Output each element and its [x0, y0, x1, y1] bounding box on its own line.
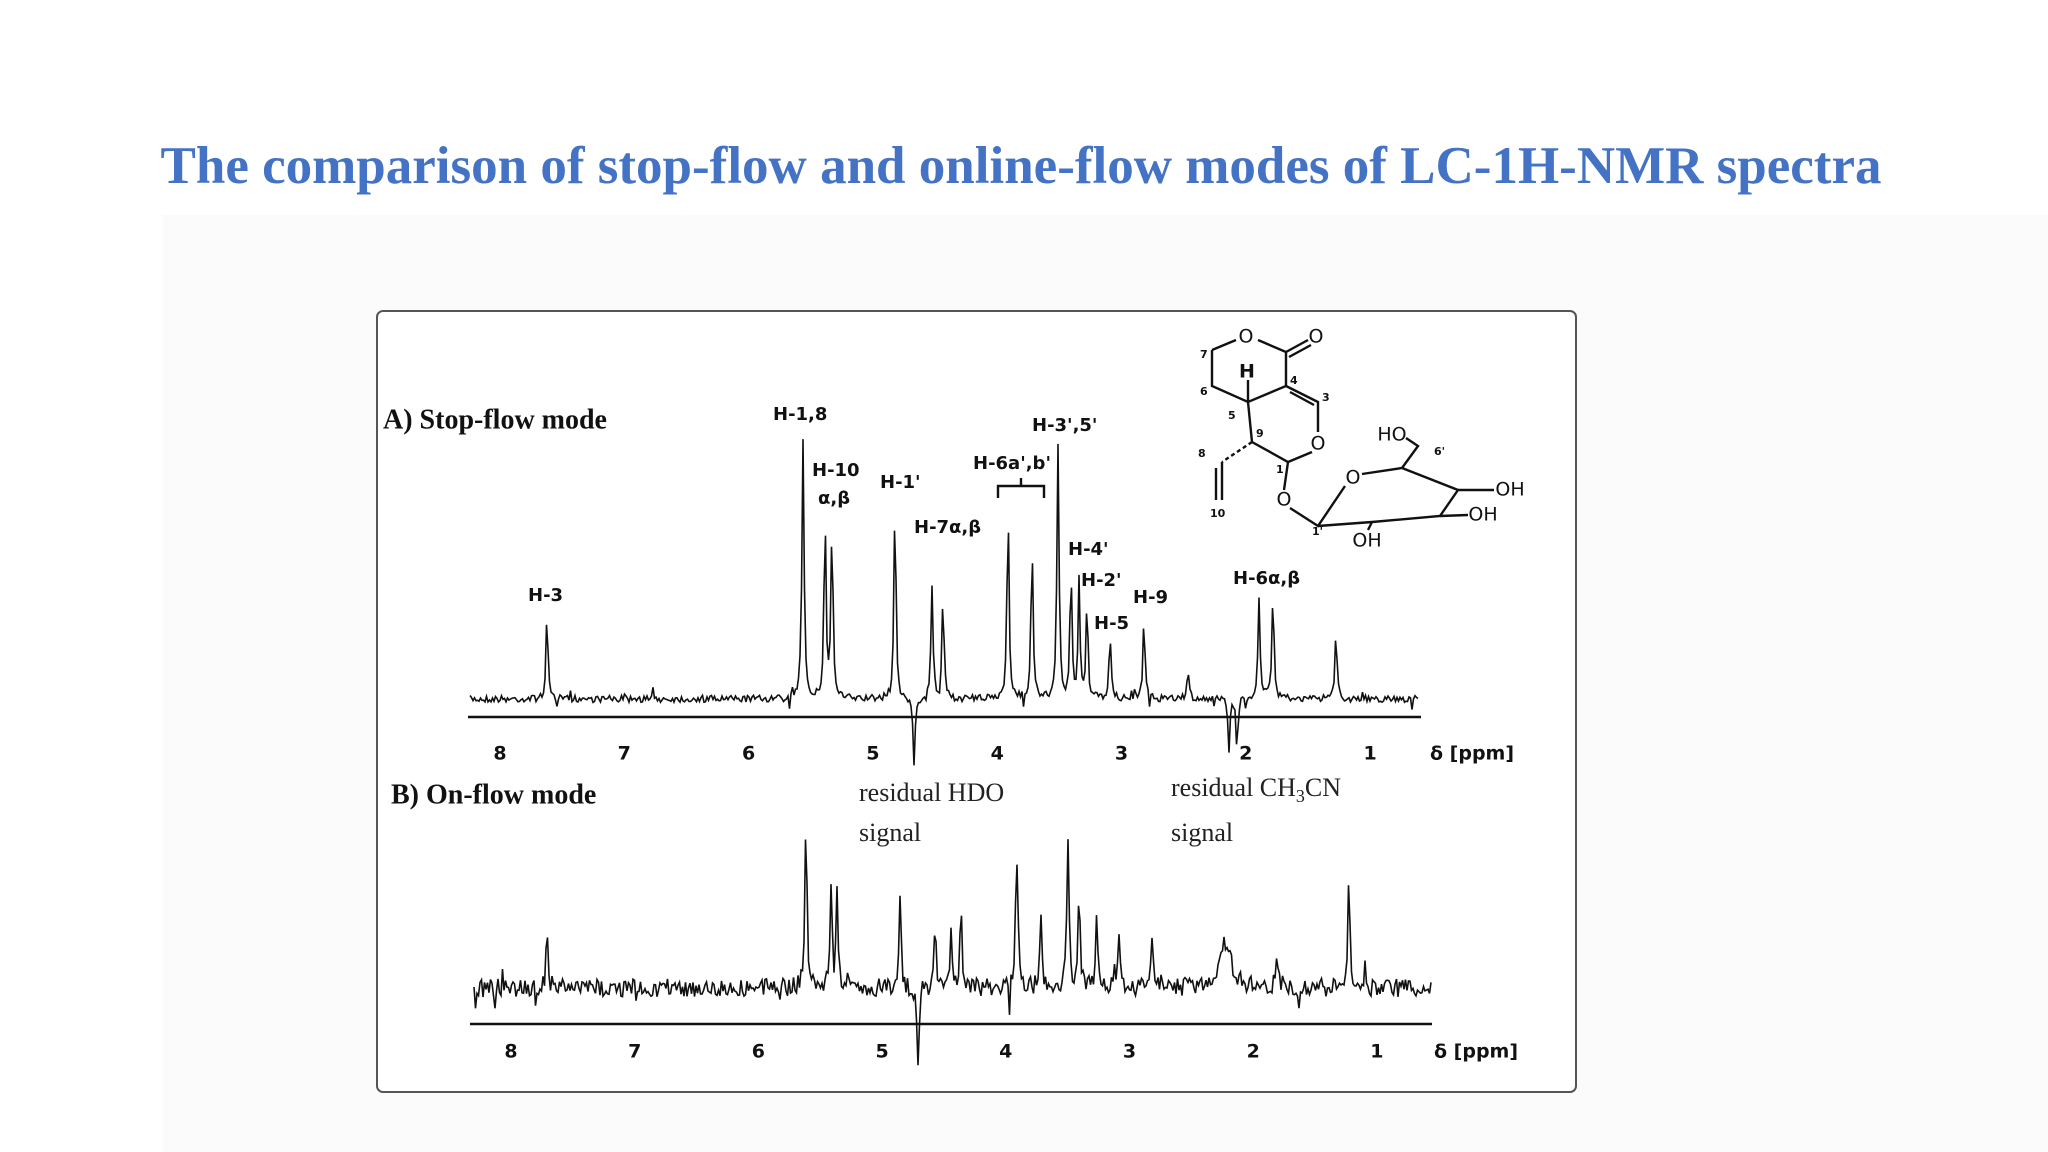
- panel-label: B) On-flow mode: [391, 779, 596, 810]
- panel-label: A) Stop-flow mode: [383, 404, 607, 435]
- slide-title: The comparison of stop-flow and online-f…: [161, 137, 1882, 195]
- tick-label: 5: [866, 743, 879, 765]
- bond: [1285, 338, 1312, 359]
- atom-number: 3: [1322, 391, 1330, 404]
- tick-label: 3: [1115, 743, 1128, 765]
- atom-label: O: [1309, 326, 1324, 348]
- bond: [1210, 338, 1288, 404]
- axis-ticks: 8 7 6 5 4 3 2 1: [504, 1041, 1383, 1063]
- peak-label: H-9: [1133, 587, 1168, 608]
- atom-label: OH: [1352, 530, 1381, 552]
- annotation: signal: [859, 818, 921, 847]
- atom-label: O: [1277, 489, 1292, 511]
- axis-ticks: 8 7 6 5 4 3 2 1: [493, 743, 1376, 765]
- tick-label: 7: [618, 743, 631, 765]
- bond: [1282, 461, 1460, 528]
- atom-label: H: [1239, 361, 1255, 383]
- tick-label: 7: [628, 1041, 641, 1063]
- tick-label: 1: [1370, 1041, 1383, 1063]
- atom-label: O: [1346, 467, 1361, 489]
- figure: A) Stop-flow mode B) On-flow mode 8 7 6 5 4 3…: [383, 326, 1525, 1066]
- atom-number: 6': [1434, 445, 1445, 458]
- tick-label: 8: [493, 743, 506, 765]
- atom-label: O: [1239, 326, 1254, 348]
- peak-label: H-3',5': [1032, 415, 1097, 436]
- figure-frame: [376, 310, 1577, 1093]
- tick-label: 3: [1123, 1041, 1136, 1063]
- axis-unit: δ [ppm]: [1430, 743, 1514, 765]
- axis-unit: δ [ppm]: [1434, 1041, 1518, 1063]
- atom-label: HO: [1377, 424, 1406, 446]
- peak-label: H-3: [528, 585, 563, 606]
- tick-label: 8: [504, 1041, 517, 1063]
- tick-label: 4: [991, 743, 1004, 765]
- peak-label: α,β: [818, 488, 850, 509]
- peak-label: H-7α,β: [914, 517, 981, 538]
- bond: [1221, 441, 1253, 463]
- annotation-part: residual CH: [1171, 773, 1296, 802]
- atom-number: 1: [1276, 463, 1284, 476]
- bond: [1246, 384, 1320, 464]
- atom-number: 8: [1198, 447, 1206, 460]
- atom-number: 10: [1210, 507, 1226, 520]
- annotation: signal: [1171, 818, 1233, 847]
- atom-number: 9: [1256, 427, 1264, 440]
- annotation: residual CH3CN: [1171, 773, 1341, 806]
- peak-label: H-6a',b': [973, 453, 1051, 474]
- tick-label: 2: [1247, 1041, 1260, 1063]
- atom-label: OH: [1468, 504, 1497, 526]
- atom-number: 6: [1200, 385, 1208, 398]
- annotation-subscript: 3: [1296, 786, 1305, 806]
- tick-label: 6: [742, 743, 755, 765]
- atom-label: OH: [1495, 479, 1524, 501]
- peak-bracket: [996, 478, 1046, 498]
- peak-label: H-6α,β: [1233, 568, 1300, 589]
- annotation: residual HDO: [859, 778, 1004, 807]
- bond: [1214, 462, 1224, 500]
- atom-number: 1': [1312, 525, 1323, 538]
- tick-label: 1: [1363, 743, 1376, 765]
- spectrum-trace: [469, 439, 1419, 766]
- peak-label: H-1,8: [773, 404, 827, 425]
- tick-label: 4: [999, 1041, 1012, 1063]
- peak-label: H-5: [1094, 613, 1129, 634]
- peak-label: H-4': [1068, 539, 1109, 560]
- spectrum-trace: [473, 839, 1432, 1066]
- annotation-part: CN: [1305, 773, 1341, 802]
- peak-label: H-10: [812, 460, 860, 481]
- peak-label: H-2': [1081, 570, 1122, 591]
- structure: O O H O O O HO OH OH OH 7 6 5 4 3 9 1 8 …: [1198, 326, 1525, 552]
- tick-label: 5: [875, 1041, 888, 1063]
- atom-number: 4: [1290, 374, 1298, 387]
- atom-label: O: [1311, 433, 1326, 455]
- tick-label: 2: [1239, 743, 1252, 765]
- atom-number: 5: [1228, 409, 1236, 422]
- tick-label: 6: [752, 1041, 765, 1063]
- peak-label: H-1': [880, 472, 921, 493]
- bond: [1366, 437, 1494, 531]
- atom-number: 7: [1200, 348, 1208, 361]
